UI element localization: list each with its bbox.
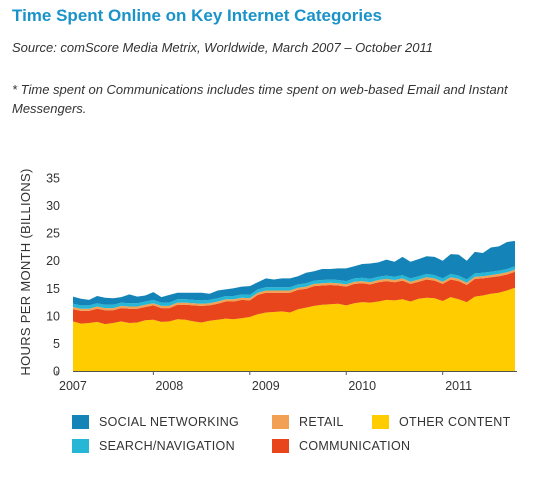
legend-label: RETAIL <box>299 415 344 429</box>
y-tick-label: 30 <box>46 199 60 213</box>
area-other-content <box>73 287 515 371</box>
chart-title: Time Spent Online on Key Internet Catego… <box>12 6 382 25</box>
y-tick-label: 5 <box>53 337 60 351</box>
chart-footnote: * Time spent on Communications includes … <box>12 82 508 116</box>
legend-item-social-networking: SOCIAL NETWORKING <box>72 415 239 429</box>
area-social-networking <box>73 240 515 306</box>
legend-swatch-communication <box>272 439 289 453</box>
legend-swatch-retail <box>272 415 289 429</box>
x-tick-label: 2008 <box>155 379 183 393</box>
x-axis: 2007 2008 2009 2010 2011 <box>56 371 517 393</box>
legend-item-search-navigation: SEARCH/NAVIGATION <box>72 439 235 453</box>
y-tick-label: 25 <box>46 227 60 241</box>
chart-source: Source: comScore Media Metrix, Worldwide… <box>12 40 433 55</box>
x-tick-label: 2007 <box>59 379 87 393</box>
legend-label: SOCIAL NETWORKING <box>99 415 240 429</box>
chart-areas <box>73 240 515 371</box>
y-tick-label: 20 <box>46 254 60 268</box>
x-tick-label: 2010 <box>348 379 376 393</box>
legend-item-other-content: OTHER CONTENT <box>372 415 511 429</box>
legend-swatch-social-networking <box>72 415 89 429</box>
legend-item-retail: RETAIL <box>272 415 344 429</box>
legend-item-communication: COMMUNICATION <box>272 439 410 453</box>
y-tick-label: 35 <box>46 172 60 186</box>
y-tick-label: 15 <box>46 282 60 296</box>
x-tick-label: 2011 <box>445 379 472 393</box>
area-search-navigation <box>73 266 515 309</box>
y-axis: 05101520253035 <box>46 172 60 379</box>
legend-swatch-other-content <box>372 415 389 429</box>
y-tick-label: 10 <box>46 309 60 323</box>
legend-label: OTHER CONTENT <box>399 415 511 429</box>
legend-swatch-search-navigation <box>72 439 89 453</box>
y-axis-label: HOURS PER MONTH (BILLIONS) <box>18 168 33 375</box>
x-tick-label: 2009 <box>252 379 280 393</box>
area-communication <box>73 271 515 325</box>
area-retail <box>73 269 515 311</box>
legend-label: COMMUNICATION <box>299 439 411 453</box>
legend-label: SEARCH/NAVIGATION <box>99 439 235 453</box>
